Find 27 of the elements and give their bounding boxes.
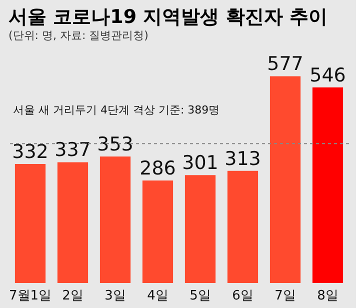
chart-title: 서울 코로나19 지역발생 확진자 추이 <box>8 6 328 28</box>
bar <box>270 76 301 283</box>
data-label: 332 <box>12 141 48 164</box>
bar <box>14 164 46 283</box>
bar <box>184 175 216 283</box>
x-tick-label: 4일 <box>147 288 168 304</box>
bar <box>57 162 88 283</box>
data-label: 301 <box>182 152 218 174</box>
bar <box>312 87 344 283</box>
x-tick-label: 3일 <box>104 288 126 304</box>
data-label: 337 <box>54 139 91 162</box>
x-tick-label: 6일 <box>232 288 254 304</box>
data-label: 313 <box>224 148 261 170</box>
x-tick-label: 8일 <box>317 288 338 304</box>
x-tick-label: 7일 <box>274 288 296 304</box>
ref-line-label: 서울 새 거리두기 4단계 격상 기준: 389명 <box>13 104 220 117</box>
chart-subtitle: (단위: 명, 자료: 질병관리청) <box>8 29 148 42</box>
x-tick-label: 5일 <box>190 288 211 304</box>
data-label: 577 <box>267 53 304 76</box>
data-label: 286 <box>140 158 176 180</box>
x-tick-label: 2일 <box>62 288 84 304</box>
bar <box>227 170 258 283</box>
data-label: 353 <box>97 134 134 156</box>
x-tick-label: 7월1일 <box>8 288 52 304</box>
bar <box>100 156 131 283</box>
bar <box>142 180 174 283</box>
data-label: 546 <box>310 64 346 86</box>
